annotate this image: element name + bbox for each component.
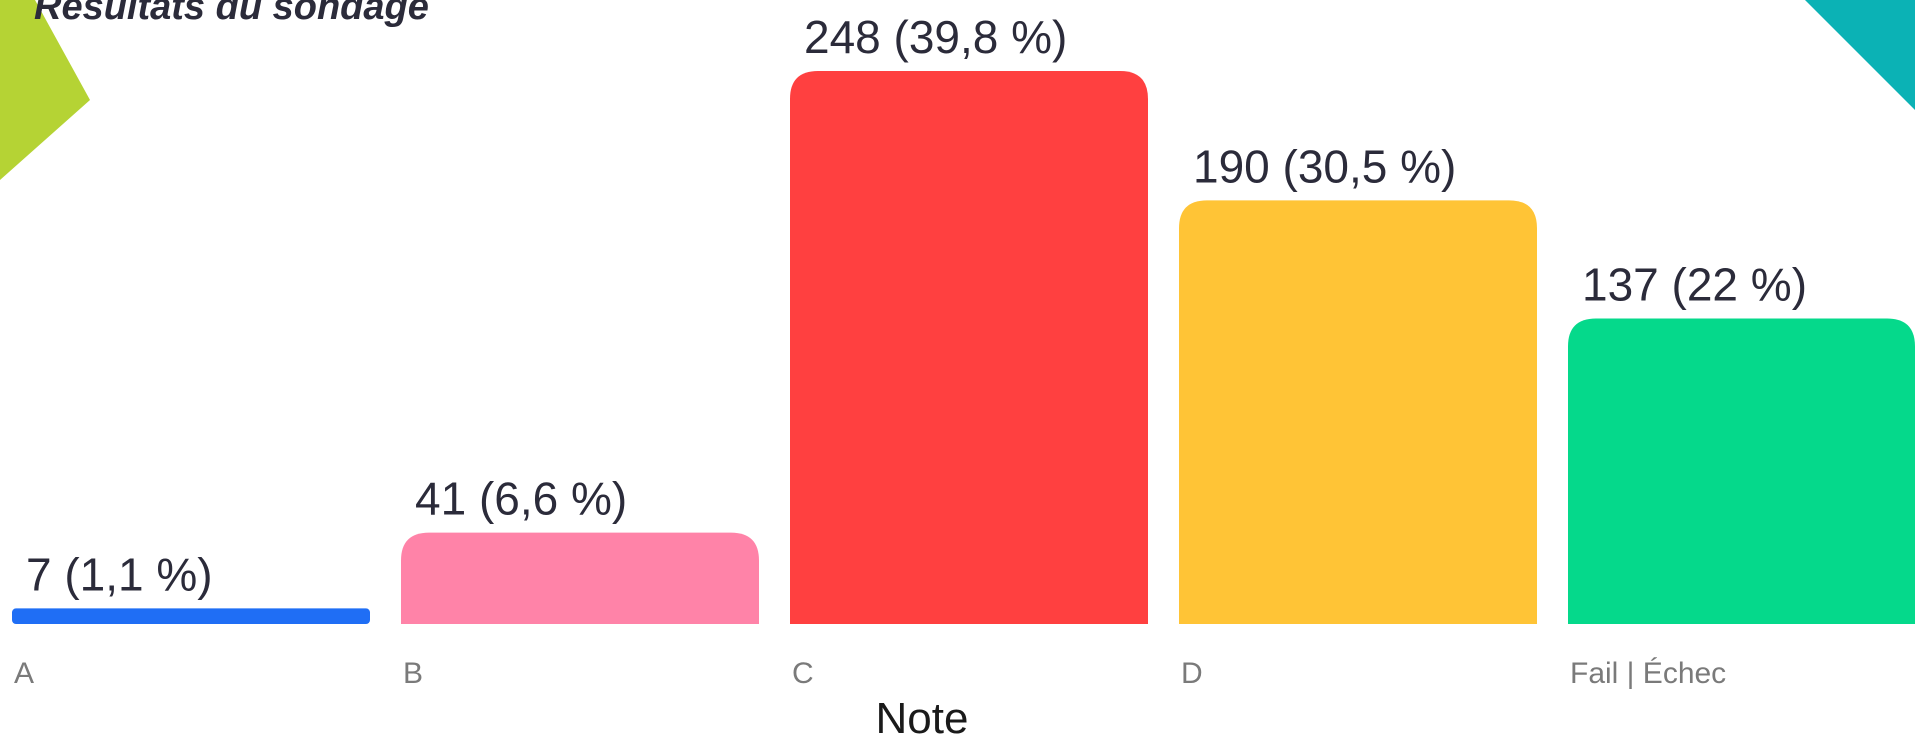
category-label-2: C: [792, 657, 814, 690]
category-label-3: D: [1181, 657, 1203, 690]
bar-0: [12, 608, 370, 624]
bar-1: [401, 532, 759, 624]
left-corner-decoration: [0, 0, 90, 180]
bar-4: [1568, 318, 1915, 624]
bar-3: [1179, 200, 1537, 625]
right-corner-decoration: [1805, 0, 1915, 110]
bars-group: [12, 71, 1915, 625]
category-label-0: A: [14, 657, 34, 690]
value-label-2: 248 (39,8 %): [804, 11, 1067, 63]
value-label-1: 41 (6,6 %): [415, 473, 627, 525]
category-labels-group: A B C D Fail | Échec: [14, 657, 1726, 690]
value-label-4: 137 (22 %): [1582, 259, 1807, 311]
category-label-1: B: [403, 657, 423, 690]
bar-2: [790, 71, 1148, 624]
value-label-3: 190 (30,5 %): [1193, 140, 1456, 192]
category-label-4: Fail | Échec: [1570, 657, 1726, 690]
chart-title: Résultats du sondage: [34, 0, 429, 28]
x-axis-label: Note: [876, 694, 969, 739]
value-labels-group: 7 (1,1 %) 41 (6,6 %) 248 (39,8 %) 190 (30,5…: [26, 11, 1807, 600]
value-label-0: 7 (1,1 %): [26, 548, 213, 600]
